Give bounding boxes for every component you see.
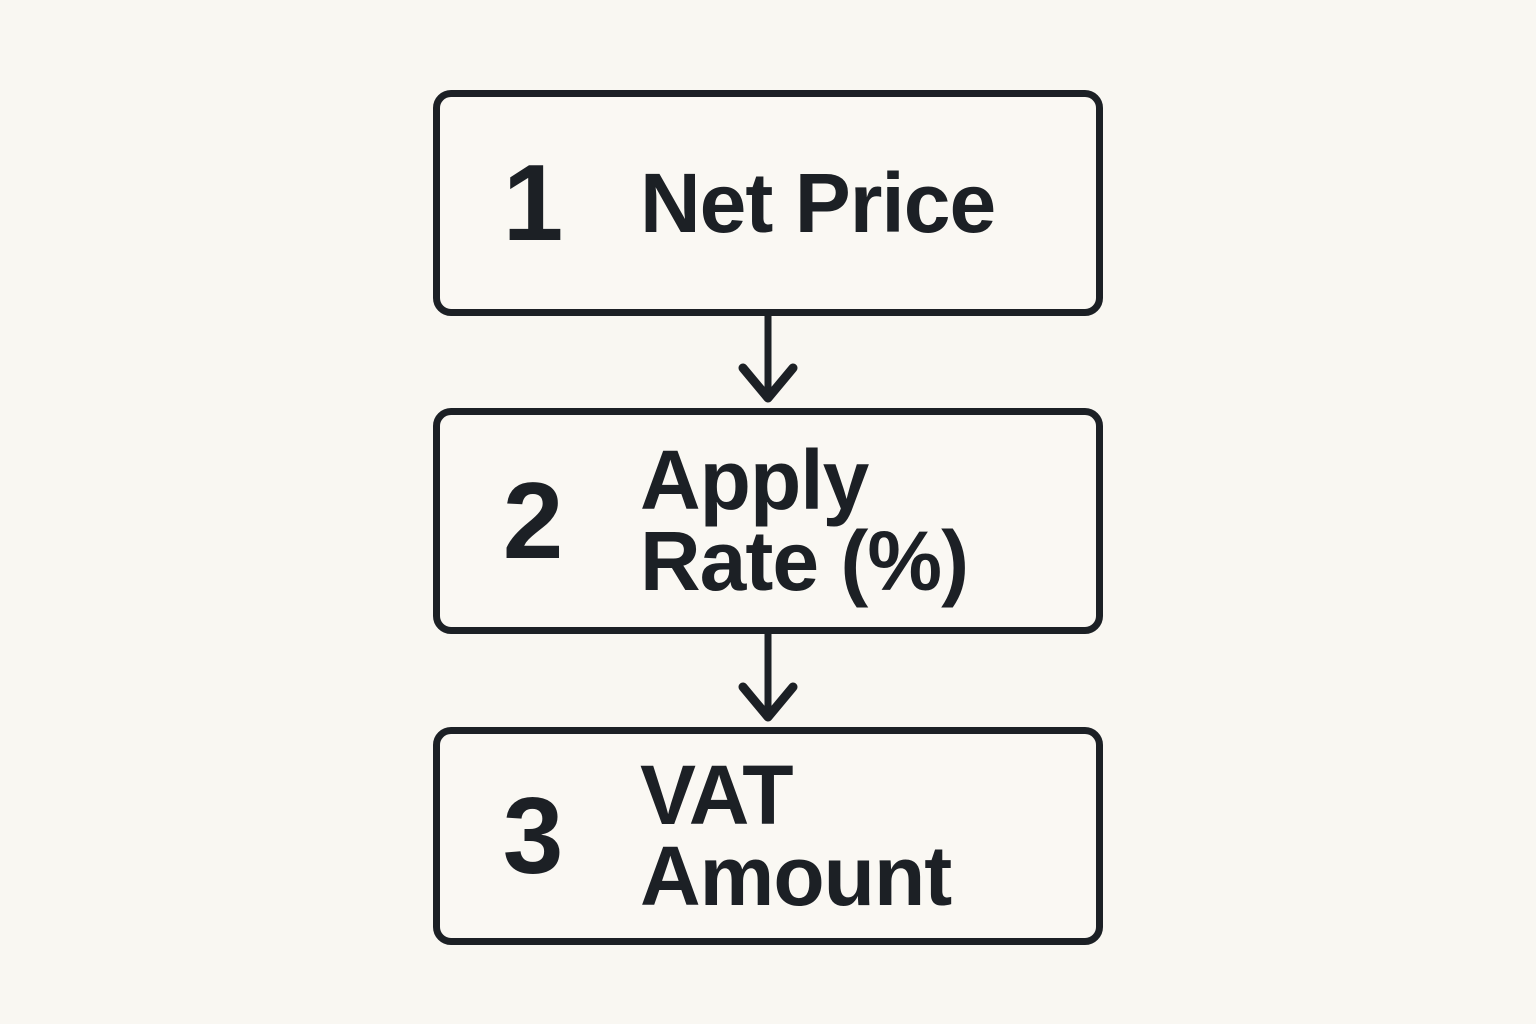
arrow-down-icon (738, 634, 798, 722)
step-box-net-price: 1 Net Price (433, 90, 1103, 316)
arrow-down-icon (738, 316, 798, 403)
step-number: 3 (502, 774, 564, 897)
step-box-vat-amount: 3 VAT Amount (433, 727, 1103, 945)
step-label: VAT Amount (640, 748, 952, 923)
step-number: 2 (502, 459, 564, 582)
step-box-apply-rate: 2 Apply Rate (%) (433, 408, 1103, 634)
step-label: Net Price (640, 155, 996, 250)
step-label: Apply Rate (%) (640, 433, 969, 608)
step-number: 1 (502, 141, 564, 264)
